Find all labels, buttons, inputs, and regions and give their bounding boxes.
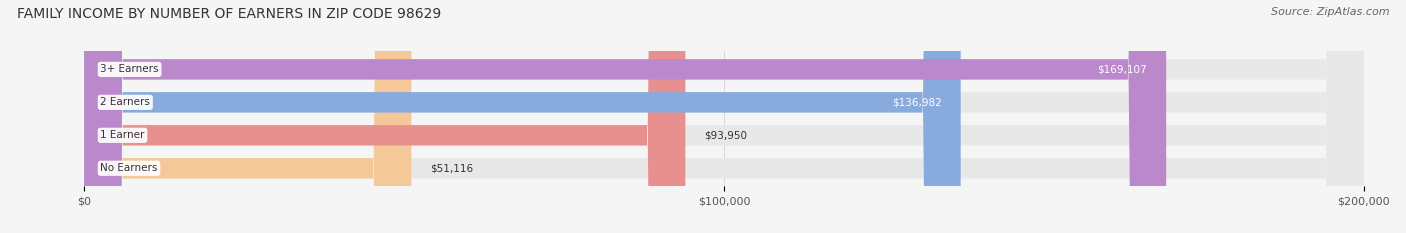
FancyBboxPatch shape — [84, 0, 1166, 233]
FancyBboxPatch shape — [84, 0, 412, 233]
Text: $169,107: $169,107 — [1097, 64, 1147, 74]
FancyBboxPatch shape — [84, 0, 960, 233]
Text: 3+ Earners: 3+ Earners — [100, 64, 159, 74]
Text: $51,116: $51,116 — [430, 163, 474, 173]
Text: Source: ZipAtlas.com: Source: ZipAtlas.com — [1271, 7, 1389, 17]
FancyBboxPatch shape — [84, 0, 685, 233]
Text: FAMILY INCOME BY NUMBER OF EARNERS IN ZIP CODE 98629: FAMILY INCOME BY NUMBER OF EARNERS IN ZI… — [17, 7, 441, 21]
FancyBboxPatch shape — [84, 0, 1364, 233]
Text: 1 Earner: 1 Earner — [100, 130, 145, 140]
Text: No Earners: No Earners — [100, 163, 157, 173]
FancyBboxPatch shape — [84, 0, 1364, 233]
Text: $93,950: $93,950 — [704, 130, 748, 140]
FancyBboxPatch shape — [84, 0, 1364, 233]
FancyBboxPatch shape — [84, 0, 1364, 233]
Text: $136,982: $136,982 — [891, 97, 942, 107]
Text: 2 Earners: 2 Earners — [100, 97, 150, 107]
